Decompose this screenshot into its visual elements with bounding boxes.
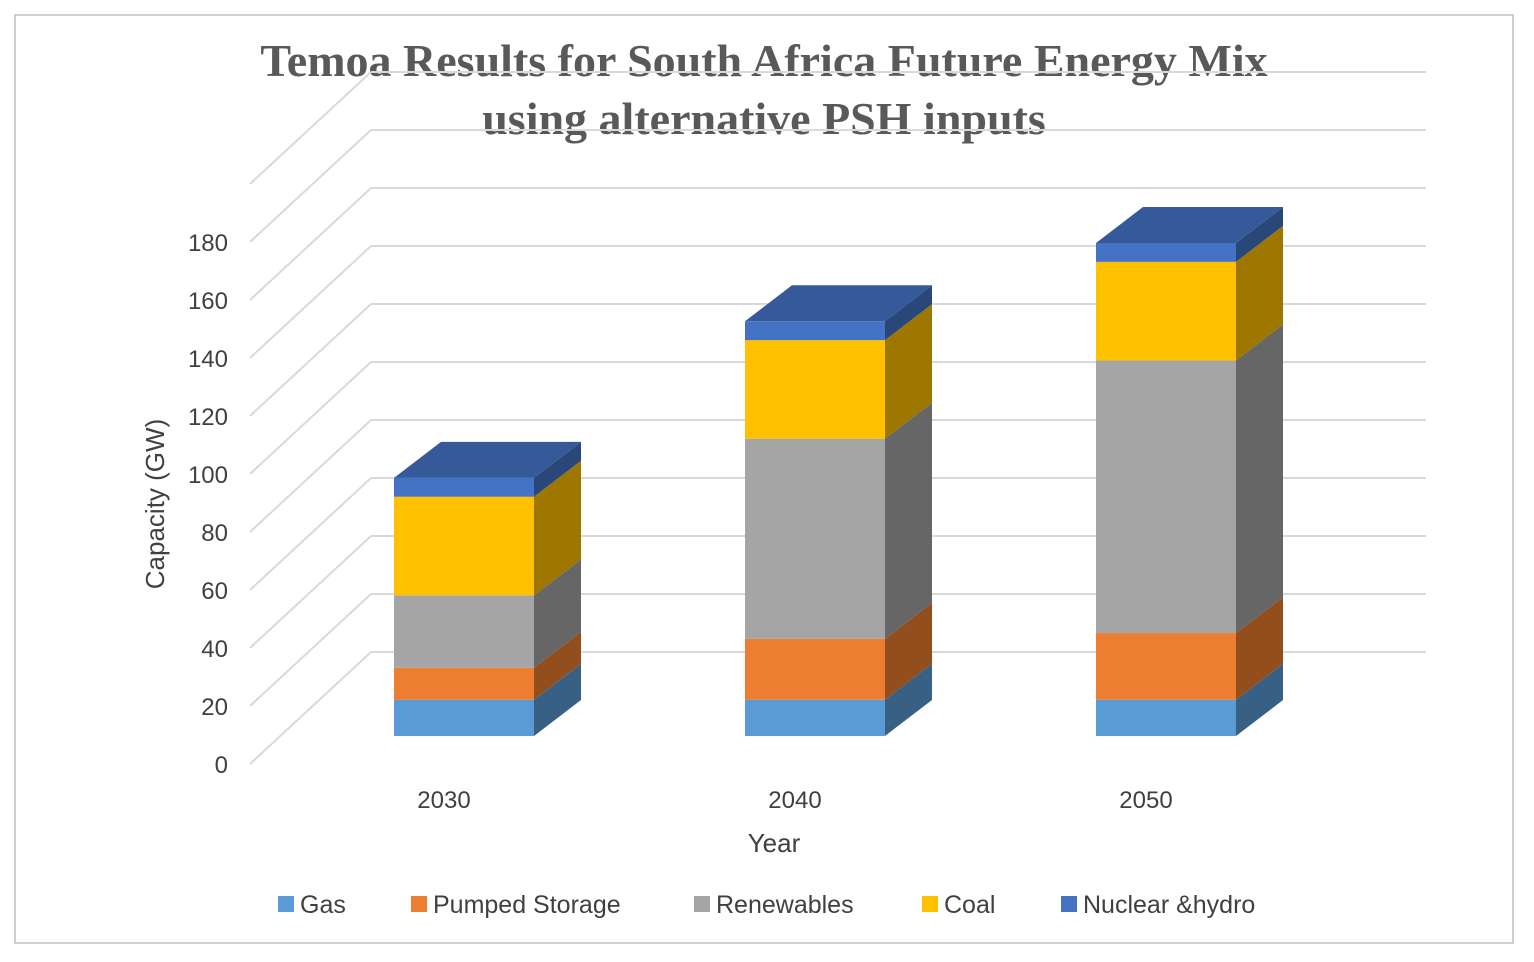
gridline-side: [249, 419, 372, 533]
bar-segment-pumped-storage-2030: [394, 631, 581, 700]
bar-front-face: [1096, 633, 1236, 700]
x-axis-label: Year: [748, 828, 801, 858]
bar-front-face: [1096, 699, 1236, 736]
stacked-bar-chart: Temoa Results for South Africa Future En…: [140, 35, 1426, 919]
gridline-side: [249, 361, 372, 475]
legend-swatch: [278, 896, 294, 912]
bar-side-face: [534, 460, 581, 596]
bars: [394, 207, 1283, 736]
x-axis-ticks: 2030 2040 2050: [417, 787, 1172, 814]
bar-side-face: [1236, 225, 1283, 361]
bar-segment-coal-2050: [1096, 225, 1283, 361]
bar-front-face: [394, 699, 534, 736]
legend-label: Renewables: [716, 891, 854, 919]
chart-title-line-2: using alternative PSH inputs: [482, 93, 1046, 144]
y-tick-label: 20: [201, 694, 228, 721]
legend-label: Coal: [944, 891, 995, 919]
chart-title-line-1: Temoa Results for South Africa Future En…: [260, 35, 1267, 86]
bar-top-face: [1096, 207, 1283, 243]
legend-item-gas: Gas: [278, 891, 346, 919]
bar-side-face: [534, 441, 581, 497]
legend-swatch: [922, 896, 938, 912]
chart-frame: Temoa Results for South Africa Future En…: [14, 14, 1514, 944]
gridline-side: [249, 303, 372, 417]
y-tick-label: 0: [215, 752, 228, 779]
bar-segment-gas-2030: [394, 663, 581, 736]
gridline-side: [249, 245, 372, 359]
bar-side-face: [885, 602, 932, 700]
bar-front-face: [745, 340, 885, 439]
bar-side-face: [885, 663, 932, 736]
legend-swatch: [1061, 896, 1077, 912]
legend: Gas Pumped Storage Renewables Coal Nuclear &…: [278, 891, 1255, 919]
bar-side-face: [885, 304, 932, 439]
gridline-side: [249, 535, 372, 649]
y-tick-label: 60: [201, 578, 228, 605]
bar-segment-renewables-2040: [745, 402, 932, 639]
bar-segment-coal-2040: [745, 304, 932, 439]
y-tick-label: 100: [188, 462, 228, 489]
bar-front-face: [745, 699, 885, 736]
bar-side-face: [534, 663, 581, 736]
bar-side-face: [534, 559, 581, 668]
bar-segment-pumped-storage-2040: [745, 602, 932, 700]
bar-segment-gas-2040: [745, 663, 932, 736]
bar-segment-renewables-2050: [1096, 324, 1283, 634]
bar-segment-nuclear-hydro-2050: [1096, 207, 1283, 262]
bar-side-face: [885, 285, 932, 341]
bar-side-face: [1236, 663, 1283, 736]
legend-swatch: [694, 896, 710, 912]
gridline-side: [249, 129, 372, 243]
bar-side-face: [1236, 207, 1283, 262]
gridline-side: [249, 651, 372, 765]
bar-segment-nuclear-hydro-2040: [745, 285, 932, 341]
x-tick-label-2050: 2050: [1119, 787, 1172, 814]
y-axis-ticks: 0 20 40 60 80 100 120 140 160 180: [188, 230, 228, 779]
bar-front-face: [1096, 243, 1236, 262]
bar-front-face: [394, 667, 534, 700]
y-axis-label: Capacity (GW): [140, 419, 170, 589]
bar-front-face: [745, 321, 885, 341]
bar-front-face: [1096, 360, 1236, 634]
y-tick-label: 180: [188, 230, 228, 257]
bar-side-face: [534, 631, 581, 700]
legend-label: Nuclear &hydro: [1083, 891, 1255, 919]
bar-front-face: [394, 477, 534, 497]
y-tick-label: 120: [188, 404, 228, 431]
bar-front-face: [394, 595, 534, 668]
bar-front-face: [394, 496, 534, 596]
bar-side-face: [1236, 324, 1283, 634]
gridline-side: [249, 187, 372, 301]
y-tick-label: 140: [188, 346, 228, 373]
bar-segment-nuclear-hydro-2030: [394, 441, 581, 497]
legend-label: Gas: [300, 891, 346, 919]
legend-swatch: [411, 896, 427, 912]
legend-item-coal: Coal: [922, 891, 995, 919]
x-tick-label-2040: 2040: [768, 787, 821, 814]
x-tick-label-2030: 2030: [417, 787, 470, 814]
y-tick-label: 160: [188, 288, 228, 315]
bar-side-face: [885, 402, 932, 639]
gridline-side: [249, 593, 372, 707]
y-tick-label: 40: [201, 636, 228, 663]
bar-segment-coal-2030: [394, 460, 581, 596]
bar-side-face: [1236, 597, 1283, 700]
bar-top-face: [394, 441, 581, 478]
bar-segment-renewables-2030: [394, 559, 581, 668]
bar-segment-pumped-storage-2050: [1096, 597, 1283, 700]
bar-top-face: [745, 285, 932, 322]
legend-item-nuclear-hydro: Nuclear &hydro: [1061, 891, 1255, 919]
bar-front-face: [1096, 261, 1236, 361]
legend-item-renewables: Renewables: [694, 891, 854, 919]
legend-label: Pumped Storage: [433, 891, 621, 919]
y-tick-label: 80: [201, 520, 228, 547]
legend-item-pumped-storage: Pumped Storage: [411, 891, 621, 919]
bar-front-face: [745, 438, 885, 639]
gridline-side: [249, 71, 372, 185]
bar-front-face: [745, 638, 885, 700]
gridline-side: [249, 477, 372, 591]
bar-segment-gas-2050: [1096, 663, 1283, 736]
